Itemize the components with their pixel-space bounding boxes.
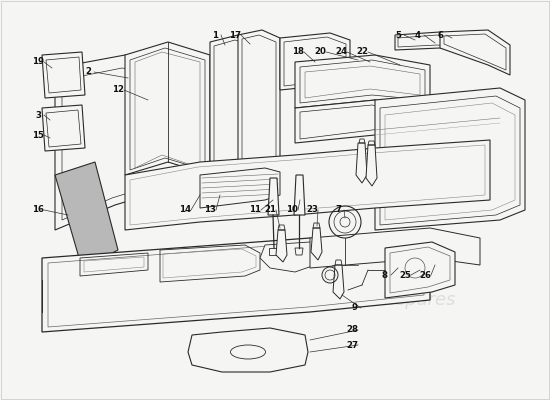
Text: 28: 28 (346, 326, 358, 334)
Polygon shape (280, 33, 350, 90)
Polygon shape (295, 100, 420, 143)
Text: 17: 17 (229, 30, 241, 40)
Text: 13: 13 (204, 206, 216, 214)
Polygon shape (333, 265, 344, 299)
Text: 20: 20 (314, 48, 326, 56)
Text: eurospares: eurospares (260, 239, 360, 257)
Text: 27: 27 (346, 340, 358, 350)
Polygon shape (276, 230, 287, 262)
Polygon shape (310, 228, 480, 268)
Polygon shape (125, 140, 490, 230)
Text: 26: 26 (419, 270, 431, 280)
Polygon shape (311, 228, 322, 260)
Polygon shape (42, 52, 85, 98)
Polygon shape (356, 143, 367, 183)
Text: 19: 19 (32, 58, 44, 66)
Text: 8: 8 (382, 270, 388, 280)
Polygon shape (385, 242, 455, 298)
Polygon shape (42, 238, 430, 332)
Polygon shape (260, 242, 320, 272)
Text: 2: 2 (85, 68, 91, 76)
Text: 6: 6 (437, 30, 443, 40)
Polygon shape (55, 55, 200, 230)
Text: 12: 12 (112, 86, 124, 94)
Text: 3: 3 (35, 110, 41, 120)
Polygon shape (210, 35, 258, 178)
Text: 11: 11 (249, 206, 261, 214)
Text: 10: 10 (286, 206, 298, 214)
Polygon shape (268, 178, 279, 215)
Polygon shape (42, 105, 85, 151)
Text: 4: 4 (415, 30, 421, 40)
Text: 15: 15 (32, 130, 44, 140)
Text: 21: 21 (264, 206, 276, 214)
Text: 24: 24 (335, 48, 347, 56)
Polygon shape (238, 30, 280, 178)
Polygon shape (395, 32, 485, 52)
Polygon shape (55, 162, 118, 268)
Text: eurospares: eurospares (355, 291, 455, 309)
Text: 5: 5 (395, 30, 401, 40)
Text: 25: 25 (399, 270, 411, 280)
Polygon shape (366, 145, 377, 186)
Text: 7: 7 (335, 206, 341, 214)
Text: 14: 14 (179, 206, 191, 214)
Text: 16: 16 (32, 206, 44, 214)
Polygon shape (440, 30, 510, 75)
Text: 23: 23 (306, 206, 318, 214)
Polygon shape (125, 42, 210, 175)
Text: 9: 9 (352, 304, 358, 312)
Text: 1: 1 (212, 30, 218, 40)
Polygon shape (295, 55, 430, 108)
Text: 22: 22 (356, 48, 368, 56)
Polygon shape (375, 88, 525, 230)
Polygon shape (294, 175, 305, 215)
Polygon shape (188, 328, 308, 372)
Text: 18: 18 (292, 48, 304, 56)
Polygon shape (200, 168, 280, 208)
Text: eurospares: eurospares (98, 186, 198, 204)
